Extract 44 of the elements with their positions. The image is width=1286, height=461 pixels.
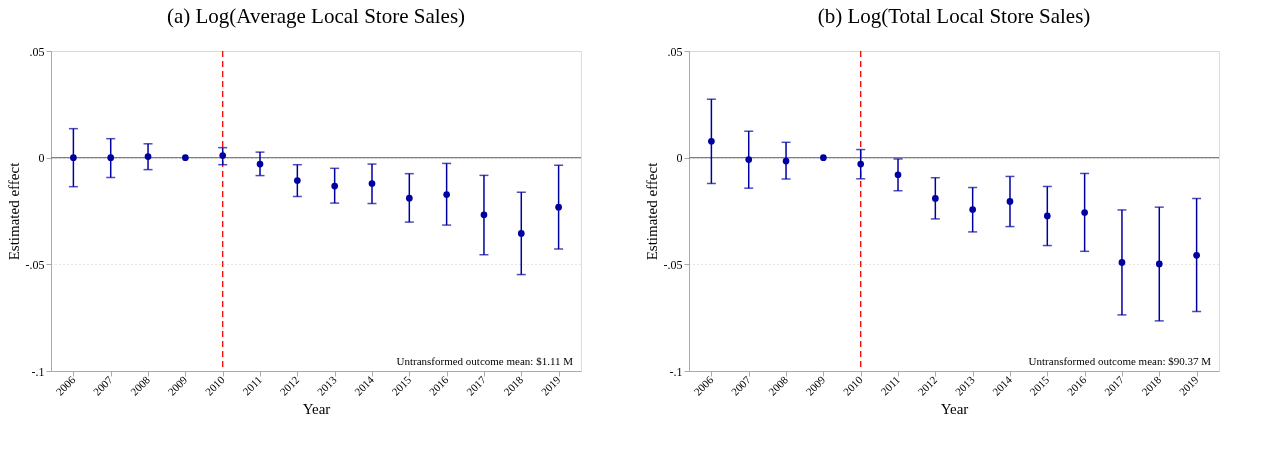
- point: [745, 156, 753, 163]
- point: [894, 171, 902, 179]
- y-axis-title: Estimated effect: [643, 161, 660, 261]
- point: [1043, 212, 1051, 220]
- chart-title: (b) Log(Total Local Store Sales): [817, 4, 1091, 28]
- y-tick-label: -.1: [31, 364, 45, 379]
- point: [782, 157, 790, 165]
- point: [293, 177, 301, 184]
- point: [1081, 209, 1088, 216]
- point: [405, 194, 413, 202]
- point: [256, 160, 264, 168]
- point: [107, 154, 115, 162]
- point: [969, 206, 977, 213]
- point: [708, 137, 715, 145]
- chart-title: (a) Log(Average Local Store Sales): [166, 4, 466, 28]
- point: [555, 203, 562, 211]
- point: [1193, 252, 1200, 259]
- point: [931, 195, 939, 202]
- y-axis-title: Estimated effect: [5, 161, 22, 261]
- point: [219, 152, 227, 159]
- point: [1006, 198, 1014, 205]
- y-tick-label: 0: [38, 151, 45, 166]
- point: [480, 211, 488, 219]
- point: [857, 160, 865, 168]
- point: [517, 230, 525, 237]
- annotation: Untransformed outcome mean: $90.37 M: [1028, 355, 1212, 367]
- point: [144, 153, 152, 160]
- x-axis-title: Year: [302, 400, 331, 417]
- annotation: Untransformed outcome mean: $1.11 M: [396, 355, 574, 367]
- point: [820, 154, 827, 162]
- point: [443, 191, 450, 198]
- y-tick-label: .05: [29, 44, 45, 59]
- y-tick-label: 0: [676, 151, 683, 166]
- y-tick-label: .05: [667, 44, 683, 59]
- point: [1155, 260, 1163, 268]
- y-tick-label: -.1: [669, 364, 683, 379]
- y-tick-label: -.05: [25, 257, 45, 272]
- x-axis-title: Year: [940, 400, 969, 417]
- point: [182, 154, 189, 162]
- point: [1118, 259, 1126, 266]
- point: [70, 154, 77, 162]
- point: [331, 182, 339, 190]
- point: [368, 180, 376, 187]
- y-tick-label: -.05: [663, 257, 683, 272]
